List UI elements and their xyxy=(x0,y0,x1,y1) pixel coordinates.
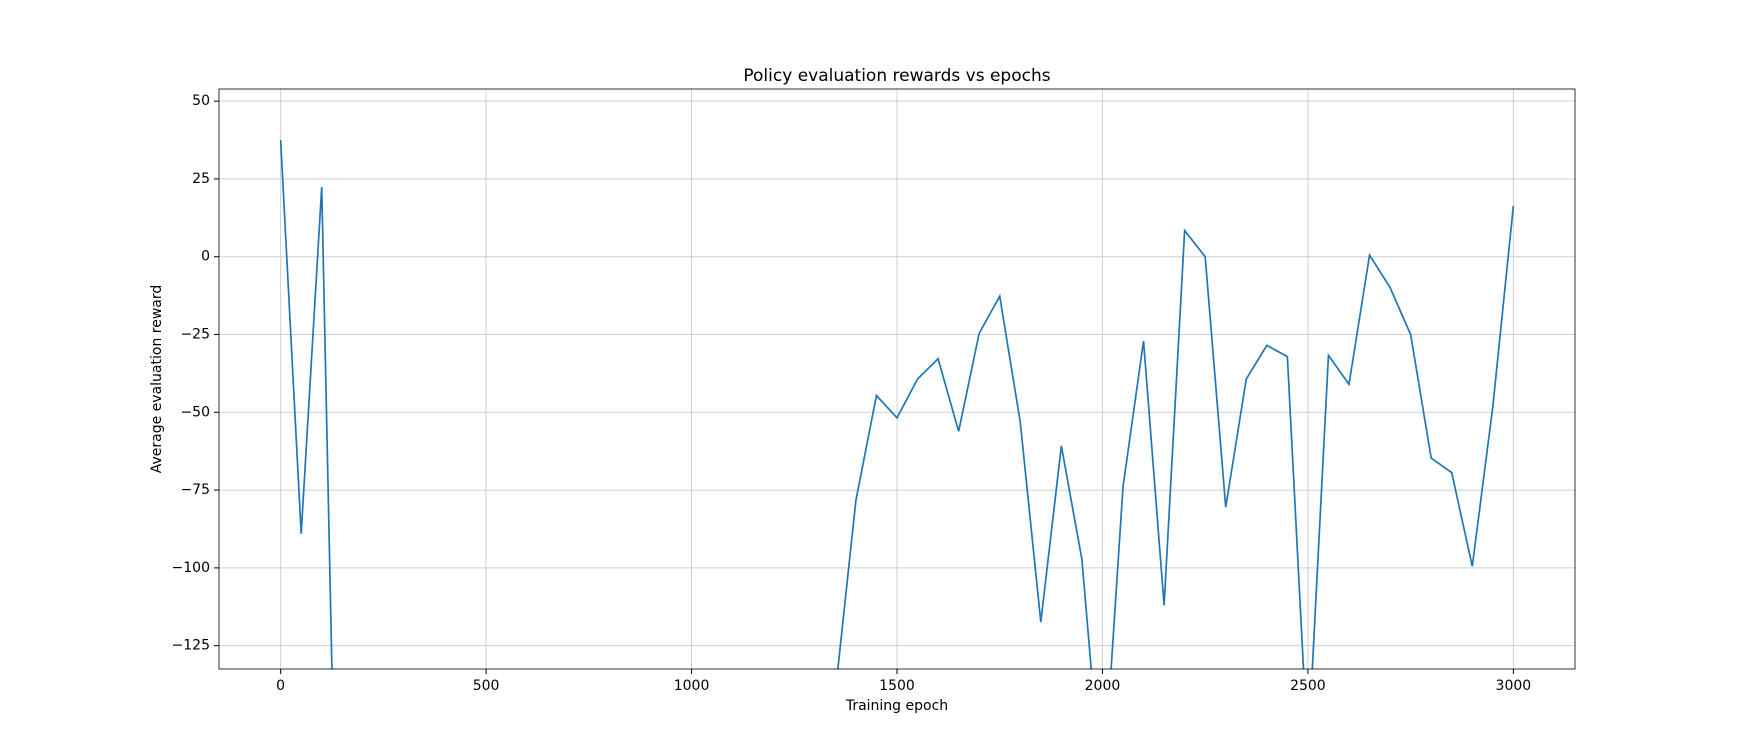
x-tick-label: 500 xyxy=(473,678,500,694)
x-axis-label: Training epoch xyxy=(845,698,948,714)
y-tick-label: −125 xyxy=(172,638,210,654)
y-tick-label: 0 xyxy=(201,249,210,265)
x-tick-label: 1500 xyxy=(879,678,915,694)
y-axis-label: Average evaluation reward xyxy=(149,285,165,474)
plot-frame xyxy=(218,88,1576,670)
x-tick-label: 2000 xyxy=(1085,678,1121,694)
x-tick-label: 0 xyxy=(276,678,285,694)
x-tick-label: 2500 xyxy=(1290,678,1326,694)
series-line xyxy=(279,139,1515,669)
x-tick-label: 3000 xyxy=(1496,678,1532,694)
y-tick-label: −75 xyxy=(180,482,210,498)
y-tick-label: 25 xyxy=(192,171,210,187)
x-tick-label: 1000 xyxy=(674,678,710,694)
y-tick-label: −25 xyxy=(180,327,210,343)
chart-title: Policy evaluation rewards vs epochs xyxy=(743,66,1050,86)
y-tick-label: 50 xyxy=(192,93,210,109)
y-tick-label: −50 xyxy=(180,404,210,420)
y-tick-label: −100 xyxy=(172,560,210,576)
